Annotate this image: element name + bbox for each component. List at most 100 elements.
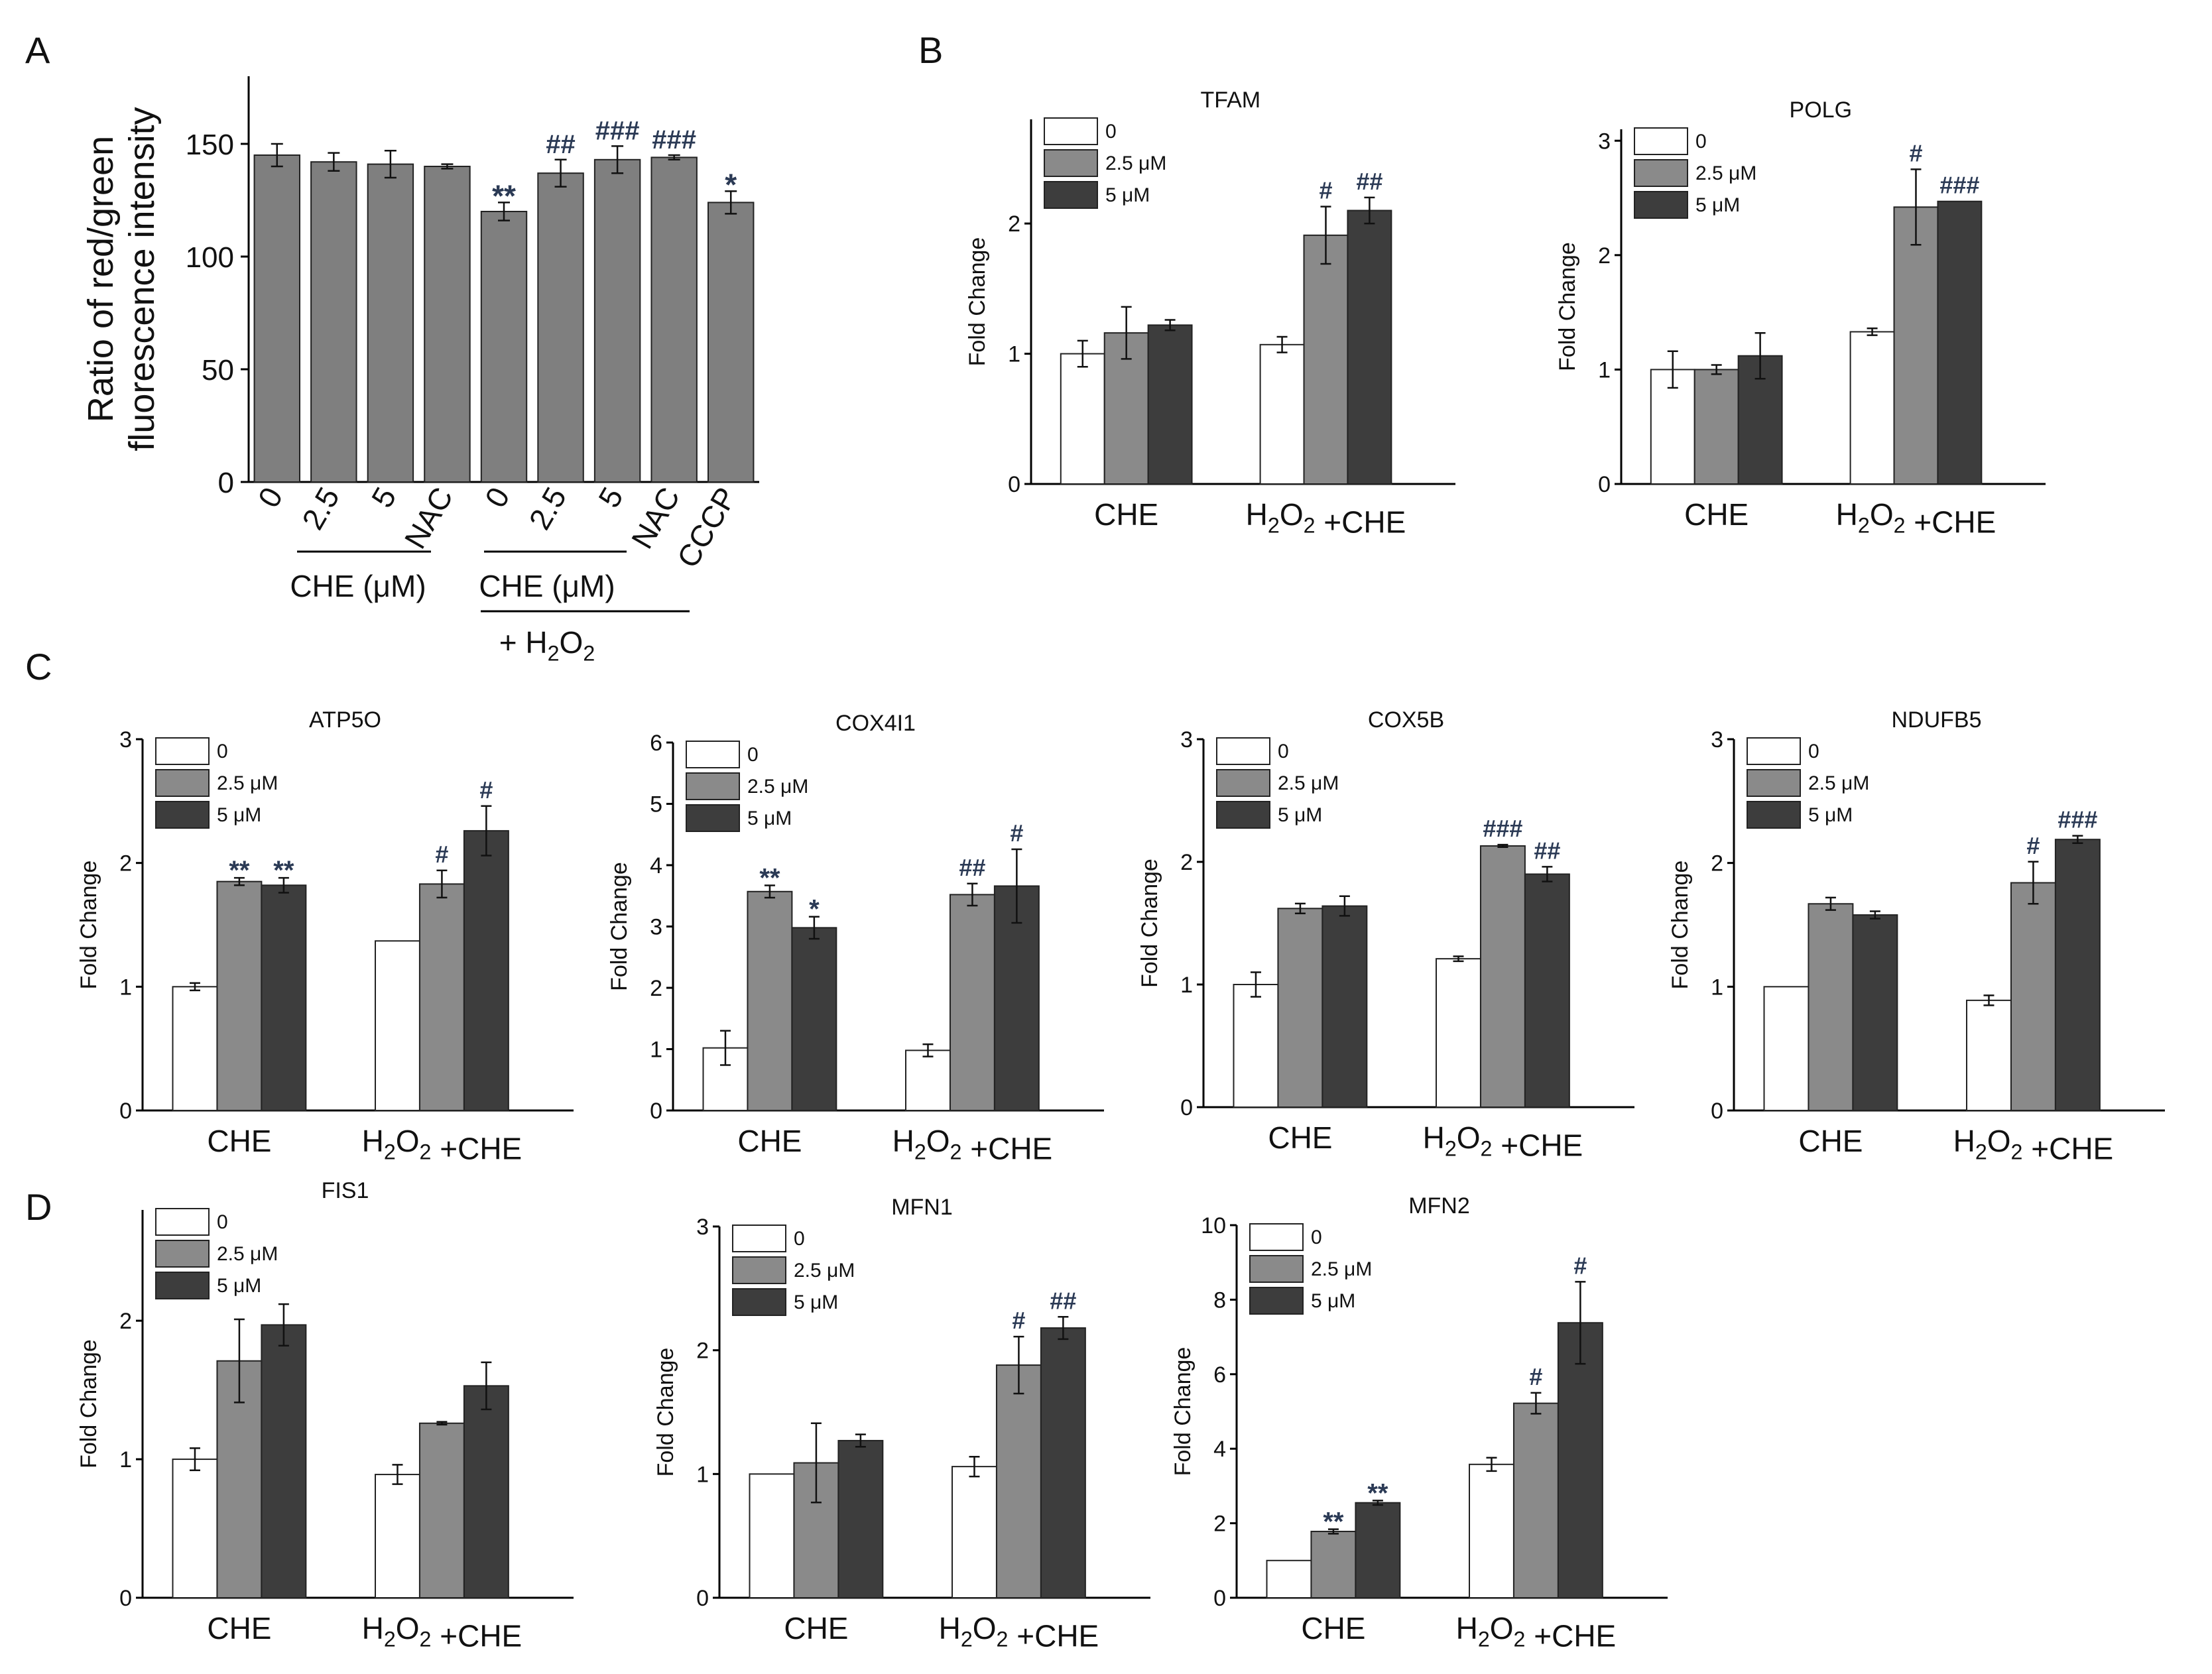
legend-label: 2.5 μM [747,776,808,798]
y-axis-label: Fold Change [1137,859,1162,988]
bar [1469,1463,1514,1598]
group-label: CHE (μM) [290,569,426,603]
y-tick-label: 2 [1711,851,1723,876]
x-tick-label: 5 [365,481,403,513]
y-axis-label: Fold Change [76,861,101,990]
bar [1355,1502,1401,1598]
bar [418,883,465,1112]
significance-label: ### [595,116,640,145]
legend-swatch [155,1240,210,1268]
chart-title: COX4I1 [835,711,916,736]
significance-label: ## [959,854,985,881]
x-tick-label: 2.5 [295,481,346,535]
y-axis-label: Fold Change [76,1339,101,1468]
legend-swatch [155,801,210,829]
y-tick-label: 2 [650,976,662,1001]
y-tick-label: 150 [186,129,234,161]
y-axis-label: Fold Change [1170,1347,1196,1476]
chart-title: FIS1 [322,1178,369,1203]
y-tick-label: 3 [696,1215,709,1240]
bar [537,172,584,483]
legend-swatch [732,1256,786,1284]
bar [261,884,307,1112]
y-tick-label: 0 [650,1099,662,1124]
legend-label: 0 [217,741,228,762]
chart-title: NDUFB5 [1891,707,1981,733]
legend-swatch [1216,769,1270,797]
y-tick-label: 0 [218,467,234,499]
x-tick-label: CCCP [670,481,743,573]
bar [952,1466,997,1598]
significance-label: # [435,841,448,868]
significance-label: ### [652,125,696,154]
bar [253,154,300,483]
y-axis-label: Fold Change [1555,242,1580,371]
bar [1277,908,1323,1108]
y-tick-label: 1 [1711,975,1723,1000]
legend-swatch [1634,159,1688,187]
x-tick-label: H2O2 +CHE [362,1611,522,1653]
x-tick-label: H2O2 +CHE [1456,1611,1617,1653]
legend-label: 0 [1105,121,1117,143]
legend-swatch [1634,191,1688,219]
bar [949,894,995,1112]
legend-swatch [686,804,740,832]
legend-label: 0 [1278,741,1289,762]
bar [172,986,218,1112]
bar [2054,839,2101,1111]
legend-label: 5 μM [217,1275,261,1297]
legend-label: 2.5 μM [1278,772,1339,794]
significance-label: ## [1534,837,1560,864]
bar [1512,1402,1559,1598]
legend-swatch [155,1272,210,1299]
y-axis-label: Fold Change [607,862,632,991]
y-tick-label: 6 [650,731,662,756]
legend-label: 0 [794,1228,805,1250]
y-tick-label: 0 [1711,1099,1723,1124]
bar [905,1049,951,1111]
bar [1347,209,1392,485]
bar [463,830,509,1111]
bar [1893,206,1939,485]
x-tick-label: NAC [398,481,460,554]
y-tick-label: 10 [1201,1213,1226,1238]
significance-label: # [1909,139,1922,166]
bar [1524,873,1570,1108]
significance-label: ### [1483,815,1522,842]
y-tick-label: 0 [119,1099,132,1124]
legend-swatch [1249,1223,1304,1251]
y-tick-label: 2 [1180,850,1193,875]
legend-swatch [1044,181,1098,209]
panel-letter-d: D [25,1186,52,1228]
y-tick-label: 3 [119,727,132,752]
bar [837,1439,884,1599]
significance-label: ** [492,178,516,213]
significance-label: # [1529,1363,1542,1390]
bar [1937,200,1983,485]
chart-title: ATP5O [309,707,381,733]
y-tick-label: 0 [1180,1095,1193,1120]
y-tick-label: 3 [1598,129,1611,154]
bar [375,1474,420,1598]
significance-label: # [1573,1252,1587,1279]
x-tick-label: H2O2 +CHE [1423,1120,1583,1163]
legend-label: 2.5 μM [217,1243,278,1265]
bar [216,880,263,1111]
legend-label: 5 μM [794,1291,838,1313]
legend-swatch [686,741,740,768]
legend-label: 0 [217,1211,228,1233]
legend-swatch [1747,737,1801,765]
bar [1303,234,1349,485]
chart-fis1: FIS1 0 1 2 Fold Change CHE H2O2 +CHE 0 2.5 μM 5 μ… [76,1178,574,1653]
bar [463,1385,509,1599]
legend-swatch [1044,149,1098,177]
x-tick-label: H2O2 +CHE [1836,497,1997,540]
bar [1266,1559,1312,1599]
legend-label: 5 μM [1311,1290,1355,1312]
y-tick-label: 0 [1008,472,1020,497]
legend-swatch [155,737,210,765]
x-tick-label: CHE [207,1611,271,1645]
